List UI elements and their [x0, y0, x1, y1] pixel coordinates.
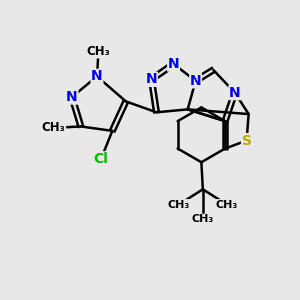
- Text: CH₃: CH₃: [192, 214, 214, 224]
- Text: CH₃: CH₃: [42, 122, 66, 134]
- Text: S: S: [242, 134, 252, 148]
- Text: N: N: [229, 85, 241, 100]
- Text: CH₃: CH₃: [87, 45, 110, 58]
- Text: CH₃: CH₃: [168, 200, 190, 210]
- Text: N: N: [146, 72, 157, 86]
- Text: N: N: [190, 74, 202, 88]
- Text: N: N: [66, 90, 78, 104]
- Text: CH₃: CH₃: [216, 200, 238, 210]
- Text: N: N: [168, 57, 179, 71]
- Text: Cl: Cl: [94, 152, 109, 166]
- Text: N: N: [91, 69, 103, 83]
